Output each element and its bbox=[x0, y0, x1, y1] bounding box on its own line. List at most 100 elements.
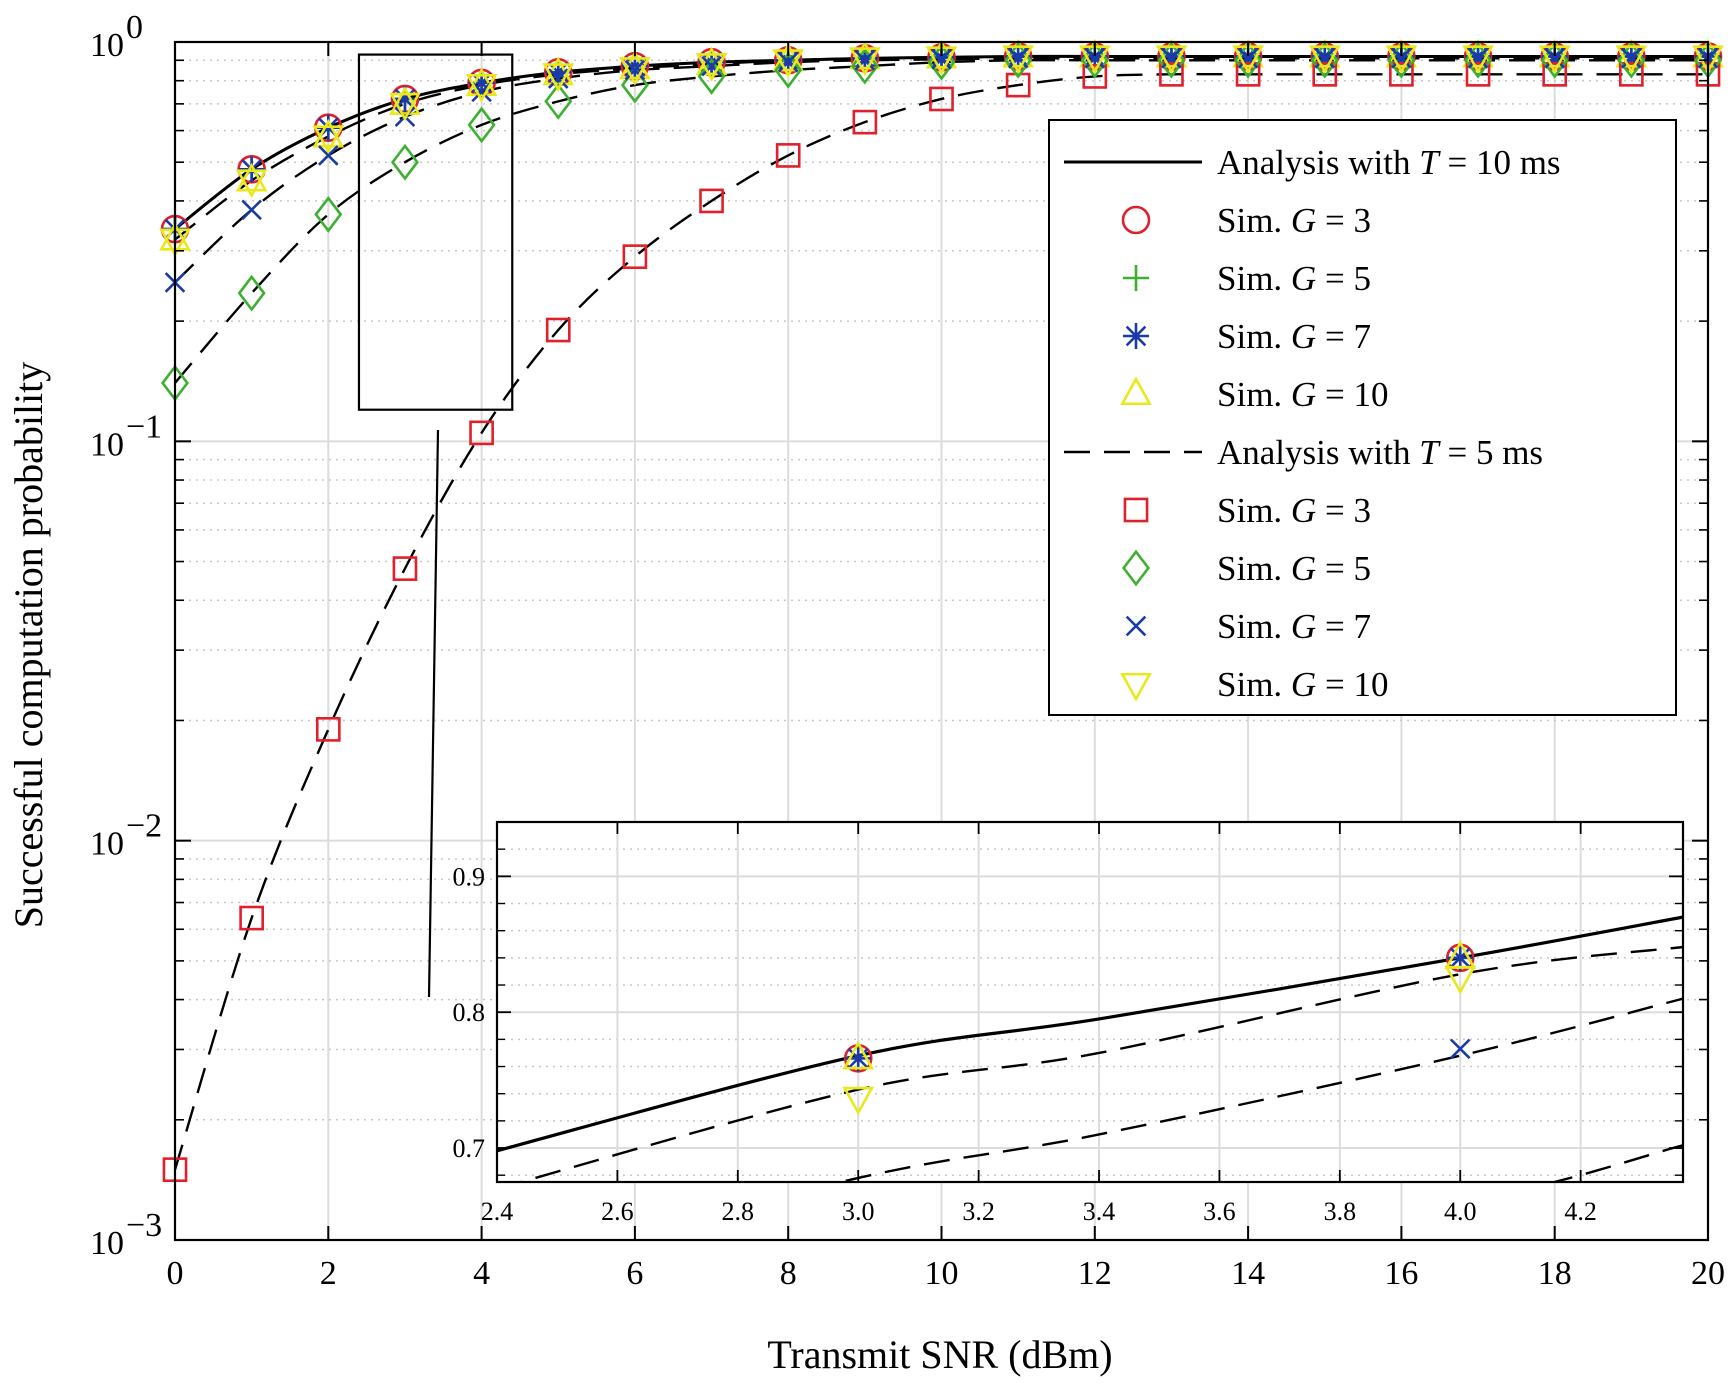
inset-x-tick-label: 3.0 bbox=[842, 1197, 875, 1226]
inset-x-tick-label: 4.2 bbox=[1564, 1197, 1597, 1226]
inset-x-tick-label: 2.4 bbox=[481, 1197, 514, 1226]
marker-star bbox=[391, 85, 418, 112]
inset-x-tick-label: 2.6 bbox=[601, 1197, 634, 1226]
marker-x bbox=[471, 81, 492, 103]
marker-diamond bbox=[544, 82, 573, 120]
marker-triangle-up bbox=[695, 46, 728, 76]
marker-diamond bbox=[314, 196, 343, 233]
marker-triangle-down bbox=[1444, 965, 1477, 995]
marker-triangle-down bbox=[389, 92, 421, 122]
inset-y-tick-label: 0.9 bbox=[453, 862, 486, 891]
marker-x bbox=[1161, 48, 1182, 69]
legend-label: Sim. G = 10 bbox=[1217, 665, 1388, 704]
marker-star bbox=[1123, 323, 1149, 349]
marker-triangle-down bbox=[1615, 45, 1648, 75]
marker-x bbox=[1084, 48, 1106, 69]
marker-square bbox=[1542, 61, 1568, 87]
legend-label: Analysis with T = 10 ms bbox=[1217, 143, 1561, 182]
y-tick-label: 10 bbox=[90, 27, 124, 64]
marker-square bbox=[1389, 61, 1414, 87]
legend-box bbox=[1048, 119, 1677, 716]
inset-lines bbox=[497, 915, 1683, 1182]
marker-triangle-down bbox=[1462, 45, 1494, 75]
marker-diamond bbox=[237, 274, 266, 312]
marker-star bbox=[238, 156, 265, 183]
y-tick-label: 10 bbox=[90, 1225, 124, 1262]
legend-label: Sim. G = 3 bbox=[1217, 491, 1371, 530]
marker-square bbox=[775, 143, 801, 168]
marker-square bbox=[1235, 61, 1261, 87]
inset-x-tick-label: 3.4 bbox=[1083, 1197, 1116, 1226]
inset-line-2 bbox=[835, 997, 1683, 1182]
marker-square bbox=[622, 244, 648, 270]
marker-star bbox=[1081, 43, 1108, 70]
marker-x bbox=[1125, 615, 1147, 637]
marker-triangle-down bbox=[1308, 45, 1341, 75]
marker-x bbox=[931, 49, 952, 70]
marker-star bbox=[1465, 43, 1492, 70]
marker-star bbox=[1005, 43, 1032, 70]
marker-triangle-up bbox=[389, 86, 421, 115]
marker-x bbox=[854, 49, 876, 71]
inset-frame bbox=[495, 820, 1685, 1184]
y-tick-label: 10 bbox=[90, 826, 124, 863]
marker-diamond bbox=[774, 51, 803, 89]
marker-x bbox=[777, 51, 799, 73]
marker-triangle-down bbox=[235, 169, 268, 199]
marker-x bbox=[1314, 48, 1336, 69]
marker-star bbox=[1158, 43, 1185, 70]
marker-star bbox=[545, 59, 572, 86]
marker-triangle-down bbox=[542, 63, 575, 92]
y-axis-title: Successful computation probability bbox=[6, 362, 51, 929]
marker-diamond bbox=[697, 58, 726, 95]
marker-triangle-up bbox=[235, 162, 268, 192]
inset-background bbox=[497, 822, 1683, 1182]
marker-diamond bbox=[467, 106, 496, 144]
marker-star bbox=[1311, 43, 1338, 70]
inset-y-tick-label: 0.8 bbox=[453, 998, 486, 1027]
x-tick-label: 12 bbox=[1078, 1255, 1112, 1292]
marker-square bbox=[929, 86, 954, 112]
inset-x-tick-label: 3.6 bbox=[1203, 1197, 1236, 1226]
x-tick-label: 2 bbox=[320, 1255, 337, 1292]
marker-x bbox=[1621, 48, 1642, 69]
marker-square bbox=[1123, 497, 1149, 523]
marker-square bbox=[699, 188, 724, 214]
zoom-annotation bbox=[357, 53, 514, 998]
inset-x-tick-label: 2.8 bbox=[722, 1197, 755, 1226]
marker-x bbox=[701, 55, 722, 77]
marker-square bbox=[1619, 61, 1644, 87]
marker-star bbox=[468, 69, 495, 96]
marker-square bbox=[469, 420, 494, 446]
marker-x bbox=[1467, 48, 1489, 69]
marker-triangle-down bbox=[842, 1086, 875, 1116]
marker-triangle-up bbox=[619, 50, 651, 80]
inset-x-tick-label: 4.0 bbox=[1444, 1197, 1477, 1226]
marker-plus bbox=[1123, 265, 1149, 291]
zoom-box bbox=[357, 53, 514, 411]
marker-star bbox=[1541, 43, 1568, 70]
marker-triangle-up bbox=[312, 118, 345, 148]
marker-star bbox=[928, 44, 955, 71]
marker-triangle-up bbox=[1120, 376, 1152, 406]
x-tick-label: 18 bbox=[1538, 1255, 1572, 1292]
marker-star bbox=[1447, 944, 1474, 971]
marker-square bbox=[545, 317, 571, 343]
x-tick-label: 16 bbox=[1384, 1255, 1418, 1292]
marker-star bbox=[851, 45, 878, 72]
inset-y-tick-label: 0.7 bbox=[453, 1134, 486, 1163]
y-tick-label-exponent: 0 bbox=[126, 9, 143, 46]
marker-diamond bbox=[390, 143, 419, 181]
x-tick-label: 10 bbox=[925, 1255, 959, 1292]
inset-x-tick-label: 3.2 bbox=[962, 1197, 995, 1226]
x-tick-label: 0 bbox=[167, 1255, 184, 1292]
marker-triangle-down bbox=[1155, 45, 1188, 75]
legend-label: Analysis with T = 5 ms bbox=[1217, 433, 1543, 472]
marker-circle bbox=[1121, 205, 1151, 235]
x-tick-label: 20 bbox=[1691, 1255, 1725, 1292]
marker-star bbox=[1618, 43, 1645, 70]
marker-square bbox=[315, 717, 341, 742]
legend-label: Sim. G = 7 bbox=[1217, 607, 1371, 646]
marker-square bbox=[852, 109, 878, 135]
